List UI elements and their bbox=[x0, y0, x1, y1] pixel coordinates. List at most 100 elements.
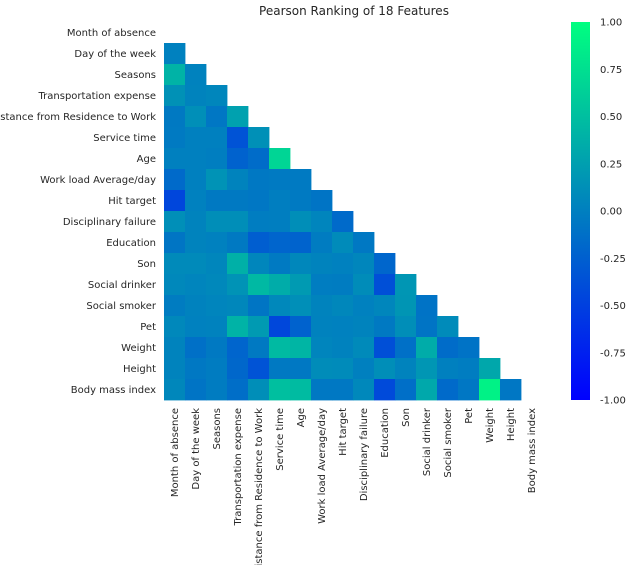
x-tick-label: Age bbox=[296, 408, 307, 427]
heatmap-cell bbox=[269, 169, 291, 191]
x-tick-label: Disciplinary failure bbox=[359, 408, 370, 501]
x-tick-label: Seasons bbox=[212, 408, 223, 450]
y-tick-label: Disciplinary failure bbox=[63, 217, 156, 228]
heatmap-cell bbox=[185, 106, 207, 128]
heatmap-cell bbox=[248, 295, 270, 317]
heatmap-cell bbox=[248, 127, 270, 149]
colorbar-tick-label: -0.25 bbox=[600, 254, 626, 265]
heatmap-cell bbox=[311, 337, 333, 359]
y-tick-label: Month of absence bbox=[67, 28, 156, 39]
heatmap-cell bbox=[374, 379, 396, 401]
heatmap-cell bbox=[395, 295, 417, 317]
x-tick-label: Height bbox=[506, 408, 517, 441]
heatmap-cell bbox=[164, 106, 186, 128]
heatmap-cell bbox=[311, 316, 333, 338]
y-tick-label: Day of the week bbox=[74, 49, 156, 60]
heatmap-cell bbox=[290, 169, 312, 191]
heatmap-cell bbox=[185, 337, 207, 359]
heatmap-cell bbox=[458, 337, 480, 359]
heatmap-cell bbox=[290, 232, 312, 254]
heatmap-cell bbox=[227, 190, 249, 212]
heatmap-cell bbox=[332, 316, 354, 338]
heatmap-cell bbox=[164, 85, 186, 107]
heatmap-cell bbox=[248, 169, 270, 191]
heatmap-cell bbox=[185, 232, 207, 254]
colorbar-tick-label: 0.25 bbox=[600, 159, 622, 170]
heatmap-cell bbox=[206, 106, 228, 128]
heatmap-cell bbox=[185, 127, 207, 149]
colorbar-tick-label: 0.00 bbox=[600, 207, 622, 218]
heatmap-cell bbox=[185, 295, 207, 317]
heatmap-cell bbox=[227, 232, 249, 254]
heatmap-cell bbox=[290, 379, 312, 401]
heatmap-cell bbox=[332, 337, 354, 359]
heatmap-cell bbox=[437, 358, 459, 380]
heatmap-cell bbox=[416, 379, 438, 401]
colorbar-tick-label: 0.75 bbox=[600, 65, 622, 76]
heatmap-cell bbox=[206, 274, 228, 296]
heatmap-cell bbox=[269, 253, 291, 275]
heatmap-cell bbox=[290, 211, 312, 233]
heatmap-cell bbox=[269, 211, 291, 233]
heatmap-cell bbox=[479, 379, 501, 401]
heatmap-cell bbox=[206, 232, 228, 254]
heatmap-cell bbox=[227, 169, 249, 191]
heatmap-cell bbox=[206, 379, 228, 401]
heatmap-cell bbox=[374, 316, 396, 338]
heatmap-cell bbox=[311, 358, 333, 380]
heatmap-cell bbox=[164, 295, 186, 317]
heatmap-cell bbox=[227, 253, 249, 275]
x-tick-label: Education bbox=[380, 408, 391, 458]
heatmap-cell bbox=[206, 337, 228, 359]
heatmap-cell bbox=[206, 253, 228, 275]
colorbar bbox=[571, 22, 590, 400]
heatmap-cell bbox=[227, 316, 249, 338]
heatmap-cell bbox=[227, 295, 249, 317]
x-tick-label: Social drinker bbox=[422, 407, 433, 476]
y-tick-label: Service time bbox=[93, 133, 156, 144]
heatmap-cell bbox=[353, 274, 375, 296]
x-tick-label: Weight bbox=[485, 408, 496, 443]
heatmap-cells bbox=[164, 43, 522, 401]
heatmap-cell bbox=[395, 358, 417, 380]
heatmap-cell bbox=[164, 274, 186, 296]
heatmap-cell bbox=[227, 127, 249, 149]
y-tick-label: Education bbox=[106, 238, 156, 249]
x-tick-label: Service time bbox=[275, 408, 286, 471]
heatmap-cell bbox=[374, 253, 396, 275]
heatmap-cell bbox=[332, 253, 354, 275]
heatmap-cell bbox=[227, 274, 249, 296]
heatmap-cell bbox=[248, 232, 270, 254]
heatmap-cell bbox=[185, 274, 207, 296]
heatmap-cell bbox=[290, 358, 312, 380]
heatmap-cell bbox=[311, 190, 333, 212]
colorbar-tick-label: -0.75 bbox=[600, 348, 626, 359]
heatmap-cell bbox=[206, 358, 228, 380]
heatmap-cell bbox=[164, 358, 186, 380]
heatmap-cell bbox=[332, 274, 354, 296]
heatmap-cell bbox=[185, 190, 207, 212]
y-tick-label: Age bbox=[137, 154, 156, 165]
x-tick-labels: Month of absence Day of the week Seasons Tr… bbox=[170, 407, 538, 565]
y-tick-label: Social drinker bbox=[88, 280, 157, 291]
heatmap-cell bbox=[353, 316, 375, 338]
heatmap-cell bbox=[206, 190, 228, 212]
heatmap-cell bbox=[206, 211, 228, 233]
heatmap-cell bbox=[458, 358, 480, 380]
heatmap-cell bbox=[248, 358, 270, 380]
heatmap-cell bbox=[479, 358, 501, 380]
y-tick-labels: Month of absence Day of the week Seasons Tr… bbox=[0, 28, 157, 396]
heatmap-cell bbox=[353, 358, 375, 380]
heatmap-cell bbox=[416, 358, 438, 380]
x-tick-label: Transportation expense bbox=[233, 408, 244, 526]
heatmap-cell bbox=[227, 337, 249, 359]
heatmap-cell bbox=[248, 316, 270, 338]
heatmap-cell bbox=[311, 211, 333, 233]
heatmap-cell bbox=[437, 316, 459, 338]
heatmap-cell bbox=[353, 295, 375, 317]
heatmap-cell bbox=[374, 337, 396, 359]
heatmap-cell bbox=[332, 358, 354, 380]
heatmap-cell bbox=[164, 190, 186, 212]
heatmap-cell bbox=[416, 295, 438, 317]
y-tick-label: Distance from Residence to Work bbox=[0, 112, 156, 123]
